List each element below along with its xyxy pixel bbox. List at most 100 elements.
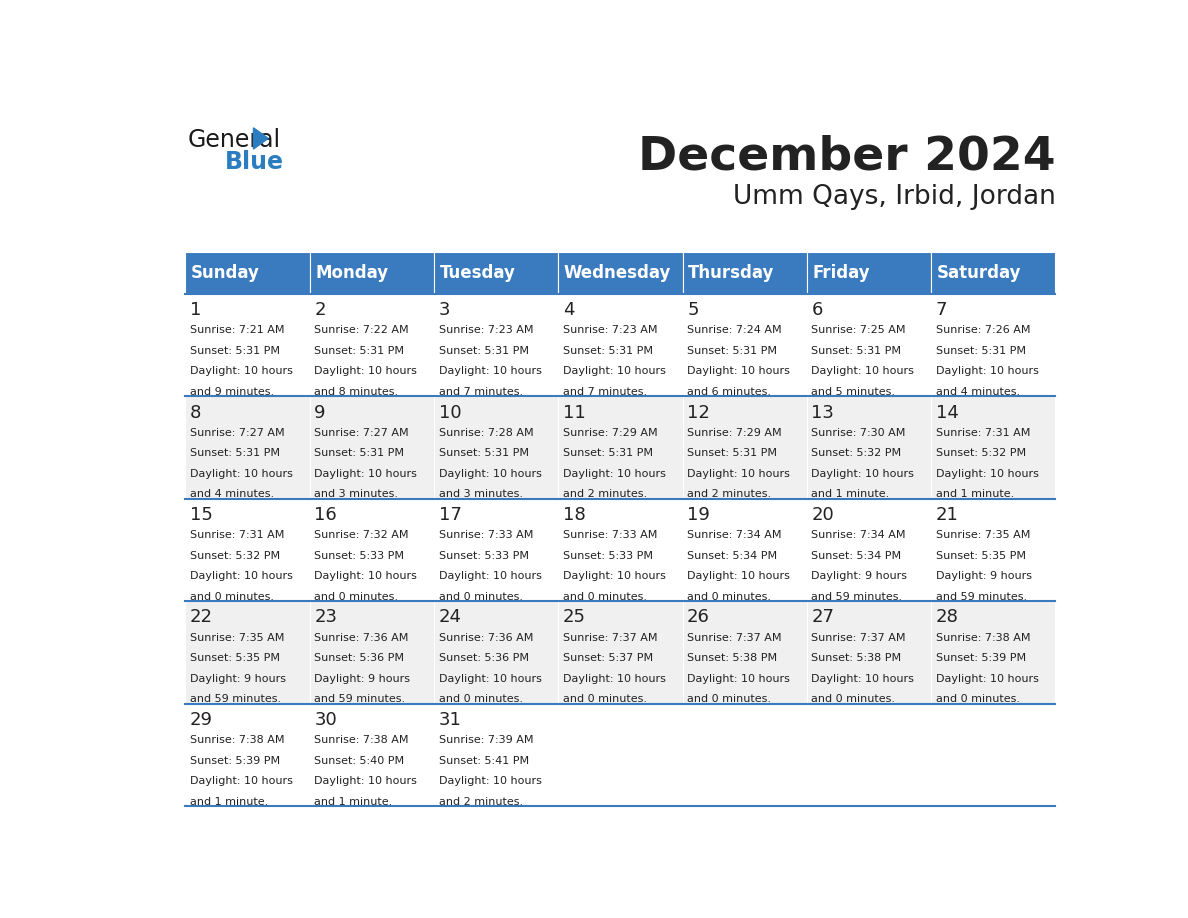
Text: December 2024: December 2024	[638, 135, 1055, 180]
Text: Sunset: 5:36 PM: Sunset: 5:36 PM	[314, 653, 404, 663]
Text: Sunrise: 7:23 AM: Sunrise: 7:23 AM	[438, 325, 533, 335]
Text: 28: 28	[936, 609, 959, 626]
FancyBboxPatch shape	[558, 252, 682, 294]
FancyBboxPatch shape	[310, 704, 434, 806]
FancyBboxPatch shape	[682, 704, 807, 806]
Text: Sunset: 5:37 PM: Sunset: 5:37 PM	[563, 653, 653, 663]
Text: 12: 12	[687, 404, 710, 421]
Text: 11: 11	[563, 404, 586, 421]
FancyBboxPatch shape	[310, 498, 434, 601]
FancyBboxPatch shape	[807, 704, 931, 806]
Text: Daylight: 10 hours: Daylight: 10 hours	[438, 366, 542, 376]
Text: Sunset: 5:41 PM: Sunset: 5:41 PM	[438, 756, 529, 766]
FancyBboxPatch shape	[931, 397, 1055, 498]
FancyBboxPatch shape	[185, 294, 310, 397]
Text: Daylight: 10 hours: Daylight: 10 hours	[438, 468, 542, 478]
FancyBboxPatch shape	[185, 704, 310, 806]
FancyBboxPatch shape	[682, 252, 807, 294]
Text: Sunset: 5:31 PM: Sunset: 5:31 PM	[687, 448, 777, 458]
Text: Sunset: 5:32 PM: Sunset: 5:32 PM	[811, 448, 902, 458]
Text: Daylight: 10 hours: Daylight: 10 hours	[563, 674, 665, 684]
Text: Wednesday: Wednesday	[564, 263, 671, 282]
Text: Daylight: 10 hours: Daylight: 10 hours	[190, 366, 292, 376]
Text: Daylight: 10 hours: Daylight: 10 hours	[936, 366, 1038, 376]
Text: and 3 minutes.: and 3 minutes.	[314, 489, 398, 499]
Text: Sunset: 5:31 PM: Sunset: 5:31 PM	[190, 345, 280, 355]
Text: Sunset: 5:31 PM: Sunset: 5:31 PM	[190, 448, 280, 458]
Text: and 0 minutes.: and 0 minutes.	[687, 591, 771, 601]
Text: 3: 3	[438, 301, 450, 319]
Text: Daylight: 10 hours: Daylight: 10 hours	[563, 366, 665, 376]
Text: Sunrise: 7:38 AM: Sunrise: 7:38 AM	[190, 735, 284, 745]
FancyBboxPatch shape	[558, 601, 682, 704]
Text: and 6 minutes.: and 6 minutes.	[687, 386, 771, 397]
Text: Sunrise: 7:36 AM: Sunrise: 7:36 AM	[438, 633, 533, 643]
Text: Sunrise: 7:34 AM: Sunrise: 7:34 AM	[687, 530, 782, 540]
FancyBboxPatch shape	[434, 252, 558, 294]
Text: and 59 minutes.: and 59 minutes.	[936, 591, 1026, 601]
Text: and 0 minutes.: and 0 minutes.	[438, 591, 523, 601]
Text: Sunrise: 7:35 AM: Sunrise: 7:35 AM	[936, 530, 1030, 540]
Text: and 8 minutes.: and 8 minutes.	[314, 386, 398, 397]
Text: and 59 minutes.: and 59 minutes.	[811, 591, 903, 601]
FancyBboxPatch shape	[434, 601, 558, 704]
Text: and 5 minutes.: and 5 minutes.	[811, 386, 896, 397]
Text: 10: 10	[438, 404, 461, 421]
Text: Sunrise: 7:31 AM: Sunrise: 7:31 AM	[190, 530, 284, 540]
Text: and 3 minutes.: and 3 minutes.	[438, 489, 523, 499]
Text: Sunset: 5:35 PM: Sunset: 5:35 PM	[936, 551, 1025, 561]
Text: 13: 13	[811, 404, 834, 421]
Text: 7: 7	[936, 301, 947, 319]
Text: and 0 minutes.: and 0 minutes.	[438, 694, 523, 704]
Text: Sunset: 5:36 PM: Sunset: 5:36 PM	[438, 653, 529, 663]
Text: Sunset: 5:31 PM: Sunset: 5:31 PM	[687, 345, 777, 355]
Text: Sunrise: 7:37 AM: Sunrise: 7:37 AM	[563, 633, 657, 643]
Text: 19: 19	[687, 506, 710, 524]
FancyBboxPatch shape	[558, 294, 682, 397]
Text: Monday: Monday	[315, 263, 388, 282]
Text: Sunrise: 7:24 AM: Sunrise: 7:24 AM	[687, 325, 782, 335]
Text: and 1 minute.: and 1 minute.	[314, 797, 392, 807]
Text: Sunrise: 7:26 AM: Sunrise: 7:26 AM	[936, 325, 1030, 335]
Text: Daylight: 9 hours: Daylight: 9 hours	[190, 674, 286, 684]
Text: 1: 1	[190, 301, 201, 319]
Text: Sunrise: 7:23 AM: Sunrise: 7:23 AM	[563, 325, 657, 335]
Polygon shape	[253, 128, 268, 149]
Text: Sunset: 5:31 PM: Sunset: 5:31 PM	[438, 448, 529, 458]
Text: Sunset: 5:31 PM: Sunset: 5:31 PM	[936, 345, 1025, 355]
Text: Sunrise: 7:25 AM: Sunrise: 7:25 AM	[811, 325, 906, 335]
Text: Daylight: 10 hours: Daylight: 10 hours	[687, 674, 790, 684]
Text: and 59 minutes.: and 59 minutes.	[314, 694, 405, 704]
Text: Sunrise: 7:38 AM: Sunrise: 7:38 AM	[936, 633, 1030, 643]
Text: Sunrise: 7:21 AM: Sunrise: 7:21 AM	[190, 325, 284, 335]
Text: Blue: Blue	[225, 151, 284, 174]
Text: Daylight: 10 hours: Daylight: 10 hours	[936, 674, 1038, 684]
Text: Sunrise: 7:37 AM: Sunrise: 7:37 AM	[811, 633, 906, 643]
Text: Daylight: 10 hours: Daylight: 10 hours	[314, 468, 417, 478]
Text: Sunrise: 7:28 AM: Sunrise: 7:28 AM	[438, 428, 533, 438]
Text: Sunset: 5:35 PM: Sunset: 5:35 PM	[190, 653, 280, 663]
Text: 17: 17	[438, 506, 461, 524]
Text: Daylight: 10 hours: Daylight: 10 hours	[314, 776, 417, 786]
Text: and 0 minutes.: and 0 minutes.	[687, 694, 771, 704]
Text: 30: 30	[314, 711, 337, 729]
Text: 29: 29	[190, 711, 213, 729]
Text: 16: 16	[314, 506, 337, 524]
Text: Daylight: 10 hours: Daylight: 10 hours	[438, 674, 542, 684]
Text: Daylight: 10 hours: Daylight: 10 hours	[314, 571, 417, 581]
Text: Sunset: 5:33 PM: Sunset: 5:33 PM	[563, 551, 653, 561]
Text: Sunset: 5:34 PM: Sunset: 5:34 PM	[687, 551, 777, 561]
Text: and 2 minutes.: and 2 minutes.	[687, 489, 771, 499]
Text: Sunset: 5:39 PM: Sunset: 5:39 PM	[936, 653, 1025, 663]
Text: Sunset: 5:32 PM: Sunset: 5:32 PM	[936, 448, 1025, 458]
Text: and 2 minutes.: and 2 minutes.	[438, 797, 523, 807]
Text: Sunrise: 7:34 AM: Sunrise: 7:34 AM	[811, 530, 906, 540]
FancyBboxPatch shape	[434, 498, 558, 601]
Text: and 59 minutes.: and 59 minutes.	[190, 694, 282, 704]
Text: Sunset: 5:38 PM: Sunset: 5:38 PM	[687, 653, 777, 663]
FancyBboxPatch shape	[931, 252, 1055, 294]
Text: and 0 minutes.: and 0 minutes.	[190, 591, 274, 601]
Text: and 0 minutes.: and 0 minutes.	[811, 694, 896, 704]
Text: Sunset: 5:31 PM: Sunset: 5:31 PM	[314, 448, 404, 458]
Text: Sunset: 5:31 PM: Sunset: 5:31 PM	[314, 345, 404, 355]
